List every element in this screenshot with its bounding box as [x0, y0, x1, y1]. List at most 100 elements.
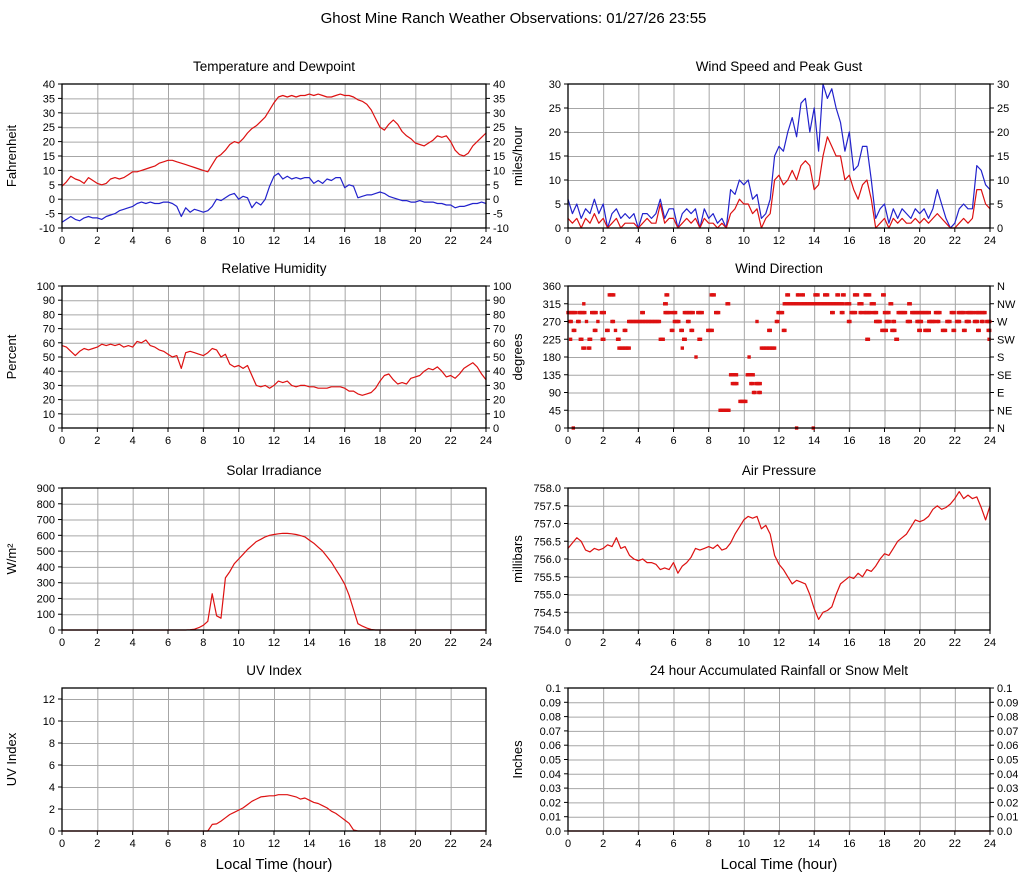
chart-title: Solar Irradiance: [226, 463, 321, 478]
y-axis-label: W/m²: [4, 543, 19, 575]
y-tick-label-right: 35: [493, 93, 505, 105]
x-tick-label: 22: [949, 235, 961, 247]
x-tick-label: 10: [233, 838, 245, 850]
x-tick-label: 16: [339, 235, 351, 247]
y-tick-label: 700: [37, 515, 55, 527]
y-tick-labels: -10 -10 -5 -5 0 0 5 5 10 10 15 15 20 20 25 25 30 30 35 35 40…: [39, 79, 509, 235]
y-tick-label: 755.5: [533, 572, 561, 584]
y-tick-label: 756.0: [533, 554, 561, 566]
dewpoint-line: [61, 172, 487, 223]
x-tick-label: 18: [374, 637, 386, 649]
y-tick-label-right: 25: [493, 122, 505, 134]
y-tick-label-right: 50: [493, 352, 505, 364]
x-tick-label: 6: [165, 637, 171, 649]
x-tick-label: 2: [94, 637, 100, 649]
chart-title: Wind Speed and Peak Gust: [696, 59, 863, 74]
plot-border: [61, 687, 487, 832]
y-axis-label: UV Index: [4, 732, 19, 786]
x-tick-label: 24: [480, 235, 492, 247]
y-tick-label-right: 5: [997, 199, 1003, 211]
x-tick-label: 8: [706, 435, 712, 447]
x-tick-label: 18: [374, 435, 386, 447]
y-tick-labels: 754.0 754.5 755.0 755.5 756.0 756.5 757.0 757.5…: [533, 483, 561, 637]
x-tick-label: 20: [914, 838, 926, 850]
y-tick-label-right: 0.0: [997, 826, 1012, 838]
x-tick-label: 4: [130, 435, 136, 447]
x-tick-label: 24: [480, 435, 492, 447]
x-tick-label: 18: [878, 235, 890, 247]
x-tick-label: 20: [914, 637, 926, 649]
y-tick-label: 0: [555, 423, 561, 435]
x-tick-label: 4: [635, 637, 641, 649]
plot-border: [61, 83, 487, 229]
x-tick-label: 14: [303, 435, 315, 447]
y-tick-label: 0.1: [546, 683, 561, 695]
axis-ticks: [564, 487, 991, 634]
y-tick-label-right: 25: [997, 103, 1009, 115]
x-axis-label: Local Time (hour): [721, 856, 838, 873]
y-tick-label: 360: [543, 281, 561, 293]
x-tick-labels: 0 2 4 6 8 10 12 14 16 18 20 22 24: [59, 838, 492, 850]
y-tick-label-right: 30: [997, 79, 1009, 91]
x-tick-label: 2: [94, 435, 100, 447]
x-tick-label: 10: [233, 435, 245, 447]
grid: [568, 286, 990, 428]
y-tick-label: 0: [49, 625, 55, 637]
y-tick-label-right: 10: [493, 165, 505, 177]
x-tick-label: 2: [94, 235, 100, 247]
x-tick-label: 2: [600, 235, 606, 247]
x-tick-label: 20: [914, 435, 926, 447]
y-tick-label: 0.0: [546, 826, 561, 838]
x-tick-label: 8: [200, 637, 206, 649]
direction-points: [566, 293, 992, 430]
compass-label: N: [997, 423, 1005, 435]
axis-ticks: [58, 487, 487, 634]
x-tick-label: 20: [409, 637, 421, 649]
y-tick-labels: 0.0 0.0 0.01 0.01 0.02 0.02 0.03 0.03 0.04 0.04 0.…: [540, 683, 1019, 838]
y-tick-label: 800: [37, 499, 55, 511]
chart-rainfall: 0 2 4 6 8 10 12 14 16 18 20 22 240.0 0.00.01 0.010.02 0…: [510, 663, 1018, 873]
x-tick-label: 8: [706, 235, 712, 247]
y-tick-label-right: -10: [493, 223, 509, 235]
axis-ticks: [58, 285, 490, 432]
y-tick-label: 0: [49, 194, 55, 206]
y-tick-label: 30: [549, 79, 561, 91]
y-tick-label: 135: [543, 370, 561, 382]
x-tick-label: 6: [165, 838, 171, 850]
x-tick-label: 12: [268, 435, 280, 447]
humidity-line: [61, 339, 487, 396]
y-tick-label: 45: [549, 405, 561, 417]
x-tick-label: 14: [303, 838, 315, 850]
y-tick-label: 756.5: [533, 536, 561, 548]
x-tick-label: 12: [268, 838, 280, 850]
y-tick-label: 754.0: [533, 625, 561, 637]
y-tick-label-right: 60: [493, 338, 505, 350]
x-tick-label: 18: [878, 637, 890, 649]
y-tick-label: 20: [43, 137, 55, 149]
y-tick-label: 5: [49, 180, 55, 192]
axis-ticks: [564, 83, 994, 232]
x-tick-label: 0: [59, 235, 65, 247]
x-tick-label: 2: [600, 838, 606, 850]
y-tick-label: 8: [49, 738, 55, 750]
x-tick-label: 24: [984, 637, 996, 649]
y-tick-label: 15: [549, 151, 561, 163]
x-tick-label: 6: [165, 235, 171, 247]
y-tick-label-right: 80: [493, 309, 505, 321]
y-tick-label: 30: [43, 380, 55, 392]
x-tick-label: 8: [706, 637, 712, 649]
y-tick-label: 0: [555, 223, 561, 235]
x-tick-label: 0: [565, 435, 571, 447]
axis-ticks: [564, 687, 994, 835]
y-tick-label: 80: [43, 309, 55, 321]
y-tick-label-right: 0.02: [997, 797, 1018, 809]
y-tick-label: 60: [43, 338, 55, 350]
y-tick-label-right: 0.01: [997, 812, 1018, 824]
chart-temperature-and-dewpoint: 0 2 4 6 8 10 12 14 16 18 20 22 24-10 -10-5 -50 05 510 101…: [4, 59, 509, 247]
y-tick-label: 10: [549, 175, 561, 187]
x-tick-label: 14: [303, 637, 315, 649]
x-tick-label: 20: [409, 235, 421, 247]
y-tick-label: 315: [543, 299, 561, 311]
y-tick-label: 755.0: [533, 590, 561, 602]
